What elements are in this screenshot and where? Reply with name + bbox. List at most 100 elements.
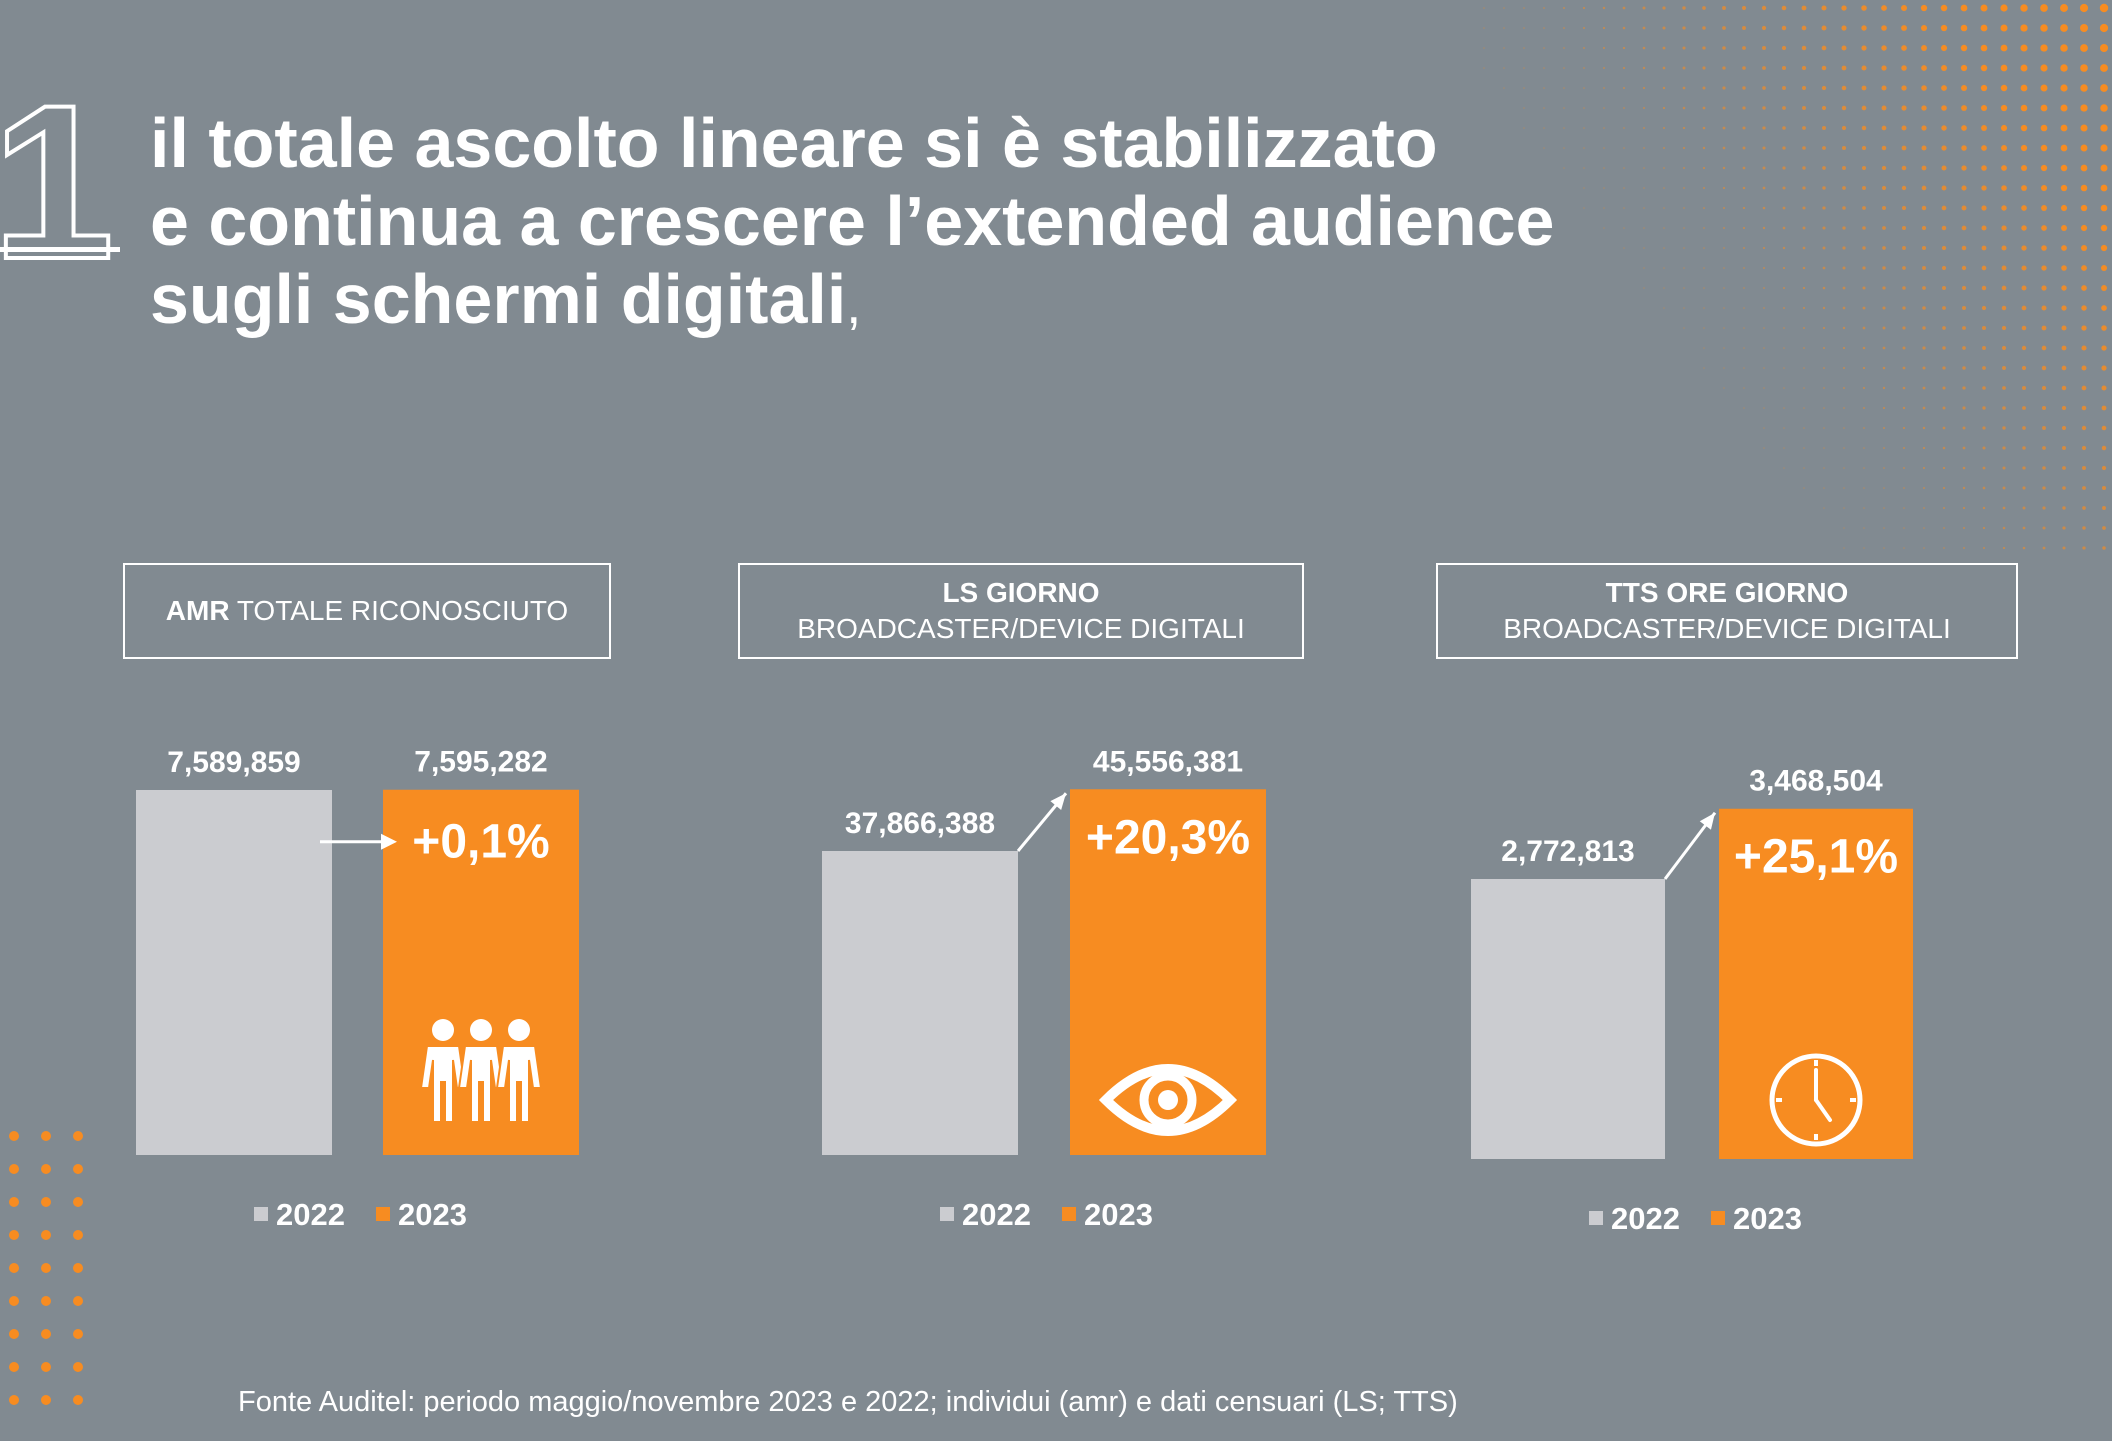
decor-dot bbox=[1723, 267, 1725, 269]
decor-dot bbox=[1703, 327, 1705, 329]
decor-dot bbox=[1761, 25, 1767, 31]
decor-dot bbox=[1682, 26, 1686, 30]
decor-dot bbox=[1901, 105, 1907, 111]
decor-dot bbox=[1861, 5, 1867, 11]
decor-dot bbox=[1663, 267, 1665, 269]
legend-label-2023: 2023 bbox=[398, 1197, 467, 1232]
decor-dot bbox=[2042, 526, 2046, 530]
legend: 2022 2023 bbox=[1589, 1201, 1802, 1236]
decor-dot bbox=[1862, 306, 1866, 310]
decor-dot bbox=[1503, 67, 1505, 69]
panel-label-tts: TTS ORE GIORNO BROADCASTER/DEVICE DIGITA… bbox=[1436, 563, 2018, 659]
decor-dot bbox=[1663, 207, 1665, 209]
decor-dot bbox=[1743, 387, 1745, 389]
decor-dot bbox=[1642, 26, 1646, 30]
decor-dot bbox=[1803, 347, 1805, 349]
decor-dot bbox=[1863, 507, 1865, 509]
decor-dot bbox=[2101, 425, 2107, 431]
decor-dot bbox=[2082, 526, 2086, 530]
decor-dot bbox=[1920, 24, 1928, 32]
decor-dot bbox=[1662, 46, 1666, 50]
decor-dot bbox=[1902, 386, 1906, 390]
decor-dot bbox=[2102, 506, 2106, 510]
decor-dot bbox=[1603, 207, 1605, 209]
decor-dot bbox=[1761, 45, 1767, 51]
decor-dot bbox=[1943, 527, 1945, 529]
decor-dot bbox=[2100, 144, 2108, 152]
decor-dot bbox=[1802, 186, 1806, 190]
decor-dot bbox=[2062, 486, 2066, 490]
legend: 2022 2023 bbox=[254, 1197, 467, 1232]
chart-1: 7,589,859 7,595,282 +0,1% 2022 2023 bbox=[136, 746, 579, 1232]
decor-dot bbox=[1842, 366, 1846, 370]
decor-dot bbox=[1763, 327, 1765, 329]
decor-dot bbox=[1862, 246, 1866, 250]
decor-dot bbox=[1743, 287, 1745, 289]
decor-dot bbox=[2040, 184, 2048, 192]
decor-dot bbox=[1583, 127, 1585, 129]
decor-dot bbox=[2001, 165, 2007, 171]
decor-dot bbox=[1980, 44, 1988, 52]
decor-dot bbox=[2040, 84, 2048, 92]
decor-dot bbox=[1603, 107, 1605, 109]
decor-dot bbox=[1663, 167, 1665, 169]
title-line-1: il totale ascolto lineare si è stabilizz… bbox=[150, 104, 1438, 182]
decor-dot bbox=[1942, 346, 1946, 350]
decor-dot bbox=[2081, 345, 2087, 351]
decor-dot bbox=[1762, 146, 1766, 150]
people-icon bbox=[419, 1019, 543, 1123]
decor-dot bbox=[9, 1329, 19, 1339]
decor-dot bbox=[1982, 406, 1986, 410]
decor-dot bbox=[1742, 186, 1746, 190]
decor-dot bbox=[2001, 225, 2007, 231]
decor-dot bbox=[1981, 185, 1987, 191]
decor-dot bbox=[1741, 5, 1747, 11]
decor-dot bbox=[1903, 487, 1905, 489]
decor-dot bbox=[1783, 447, 1785, 449]
eye-icon bbox=[1098, 1064, 1238, 1136]
decor-dot bbox=[1762, 266, 1766, 270]
decor-dot bbox=[1801, 45, 1807, 51]
decor-dot bbox=[1802, 266, 1806, 270]
decor-dot bbox=[1822, 326, 1826, 330]
decor-dot bbox=[2061, 285, 2067, 291]
decor-dot bbox=[1563, 127, 1565, 129]
decor-dot bbox=[1563, 107, 1565, 109]
decor-dot bbox=[1702, 86, 1706, 90]
decor-dot bbox=[1982, 426, 1986, 430]
panel-label-ls: LS GIORNO BROADCASTER/DEVICE DIGITALI bbox=[738, 563, 1304, 659]
decor-dot bbox=[2060, 4, 2068, 12]
panel-label-amr-rest: TOTALE RICONOSCIUTO bbox=[229, 595, 569, 626]
decor-dot bbox=[2002, 406, 2006, 410]
decor-dot bbox=[73, 1131, 83, 1141]
decor-dot bbox=[2101, 325, 2107, 331]
decor-dot bbox=[2080, 184, 2088, 192]
decor-dot bbox=[41, 1395, 51, 1405]
decor-dot bbox=[1942, 506, 1946, 510]
decor-dot bbox=[2000, 4, 2008, 12]
decor-dot bbox=[2061, 265, 2067, 271]
decor-dot bbox=[1802, 146, 1806, 150]
decor-dot bbox=[1942, 286, 1946, 290]
decor-dot bbox=[2041, 265, 2047, 271]
decor-dot bbox=[2020, 164, 2028, 172]
decor-dot bbox=[9, 1230, 19, 1240]
decor-dot bbox=[1622, 46, 1626, 50]
decor-dot bbox=[1743, 367, 1745, 369]
value-label-2022: 7,589,859 bbox=[167, 746, 300, 779]
decor-dot bbox=[1703, 267, 1705, 269]
decor-dot bbox=[1862, 266, 1866, 270]
decor-dot bbox=[2062, 506, 2066, 510]
decor-dot bbox=[1643, 127, 1645, 129]
decor-dot bbox=[1980, 104, 1988, 112]
decor-dot bbox=[1543, 147, 1545, 149]
decor-dot bbox=[2060, 84, 2068, 92]
decor-dot bbox=[1842, 326, 1846, 330]
decor-dot bbox=[1822, 206, 1826, 210]
decor-dot bbox=[1982, 486, 1986, 490]
decor-dot bbox=[2041, 325, 2047, 331]
decor-dot bbox=[1682, 86, 1686, 90]
decor-dot bbox=[1762, 206, 1766, 210]
decor-dot bbox=[1981, 125, 1987, 131]
decor-dot bbox=[2021, 285, 2027, 291]
